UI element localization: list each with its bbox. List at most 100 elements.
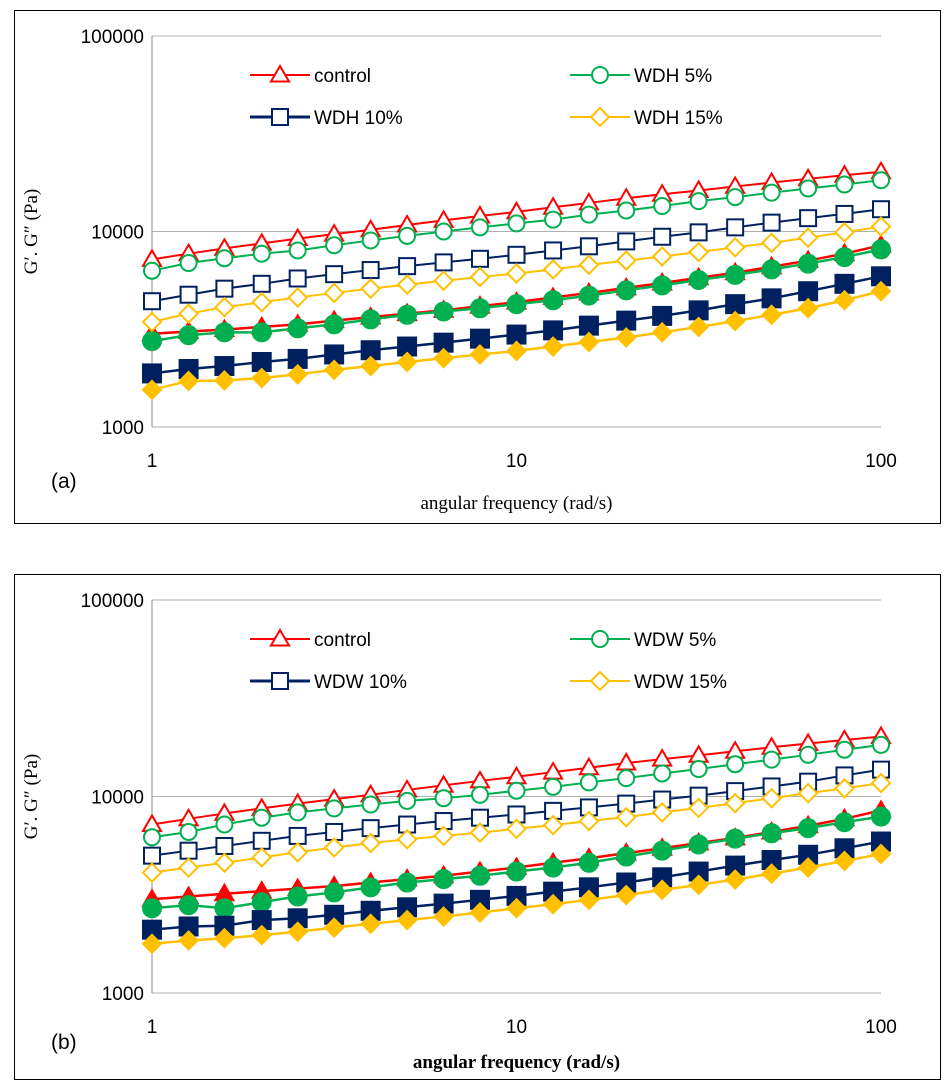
data-point: [578, 852, 599, 873]
series-group: [142, 266, 891, 384]
data-point: [652, 840, 673, 861]
data-point: [469, 865, 490, 886]
y-tick-label: 100000: [81, 27, 144, 48]
series-group: [141, 280, 892, 401]
data-point: [433, 906, 455, 927]
data-point: [287, 886, 308, 907]
data-point: [726, 218, 745, 237]
data-point: [506, 818, 527, 840]
series-group: [143, 735, 890, 847]
legend-item: WDH 10%: [250, 108, 403, 129]
legend-marker: [591, 66, 609, 84]
chart-a-svg: 1000 10000 100000 1 10 100 angular frequency (…: [21, 27, 897, 514]
data-point: [689, 760, 708, 779]
x-tick-label: 100: [865, 1017, 897, 1038]
data-point: [507, 781, 526, 800]
data-point: [179, 254, 198, 273]
data-point: [798, 281, 819, 302]
data-point: [178, 930, 199, 951]
data-point: [433, 301, 454, 322]
data-point: [688, 874, 710, 896]
data-point: [470, 218, 489, 237]
data-point: [398, 257, 417, 276]
data-point: [287, 921, 309, 943]
data-point: [615, 327, 637, 348]
data-point: [251, 924, 273, 946]
data-point: [834, 247, 855, 268]
data-point: [616, 846, 637, 867]
legend-label: WDW 15%: [634, 672, 727, 693]
data-point: [360, 355, 382, 377]
data-point: [143, 846, 161, 865]
data-point: [761, 787, 783, 809]
y-tick-label: 100000: [81, 591, 144, 612]
data-point: [506, 861, 527, 882]
data-point: [434, 253, 453, 272]
data-point: [871, 239, 891, 260]
data-point: [834, 289, 855, 311]
data-point: [215, 836, 234, 855]
data-point: [324, 314, 345, 335]
data-point: [507, 214, 526, 233]
data-point: [579, 205, 598, 224]
legend-label: control: [314, 630, 371, 651]
data-point: [688, 834, 709, 855]
data-point: [835, 175, 854, 194]
data-point: [142, 331, 162, 352]
data-point: [872, 171, 890, 190]
x-tick-label: 10: [506, 1017, 527, 1038]
data-point: [434, 222, 453, 241]
x-tick-label: 1: [147, 1017, 158, 1038]
data-point: [651, 801, 673, 823]
data-point: [834, 777, 855, 799]
data-point: [506, 294, 527, 315]
data-point: [141, 379, 163, 401]
data-point: [397, 304, 418, 325]
data-point: [872, 735, 890, 754]
data-point: [761, 304, 783, 326]
data-point: [143, 828, 161, 847]
legend-marker: [271, 108, 289, 126]
data-point: [252, 831, 271, 850]
x-axis-title: angular frequency (rad/s): [413, 1052, 620, 1073]
data-point: [689, 223, 708, 242]
data-point: [251, 367, 273, 389]
data-point: [469, 266, 491, 288]
data-point: [578, 889, 600, 911]
data-point: [653, 197, 672, 216]
data-point: [653, 764, 672, 783]
y-tick-label: 10000: [91, 223, 144, 244]
legend-item: control: [250, 64, 371, 87]
data-point: [578, 810, 600, 832]
data-point: [617, 769, 636, 788]
data-point: [689, 192, 708, 211]
data-point: [143, 261, 161, 280]
data-point: [834, 812, 855, 833]
data-point: [615, 250, 637, 271]
data-point: [799, 179, 818, 198]
data-point: [361, 795, 380, 814]
data-point: [688, 797, 710, 819]
legend-item: WDW 15%: [570, 670, 727, 693]
panel-label: (b): [51, 1031, 77, 1054]
data-point: [834, 850, 855, 872]
x-axis-title: angular frequency (rad/s): [420, 493, 612, 514]
data-point: [396, 351, 418, 373]
data-point: [325, 799, 344, 818]
data-point: [288, 803, 307, 822]
data-point: [653, 227, 672, 246]
data-point: [213, 927, 235, 949]
data-point: [544, 210, 563, 229]
y-axis-title: G′. G″ (Pa): [21, 189, 42, 274]
series-group: [142, 806, 891, 919]
data-point: [361, 231, 380, 250]
data-point: [214, 322, 235, 343]
data-point: [544, 241, 563, 260]
data-point: [617, 232, 636, 251]
data-point: [761, 823, 782, 844]
data-point: [178, 303, 199, 325]
data-point: [287, 318, 308, 339]
data-point: [396, 828, 418, 850]
legend-item: WDW 10%: [250, 672, 407, 693]
legend-label: WDW 10%: [314, 672, 407, 693]
